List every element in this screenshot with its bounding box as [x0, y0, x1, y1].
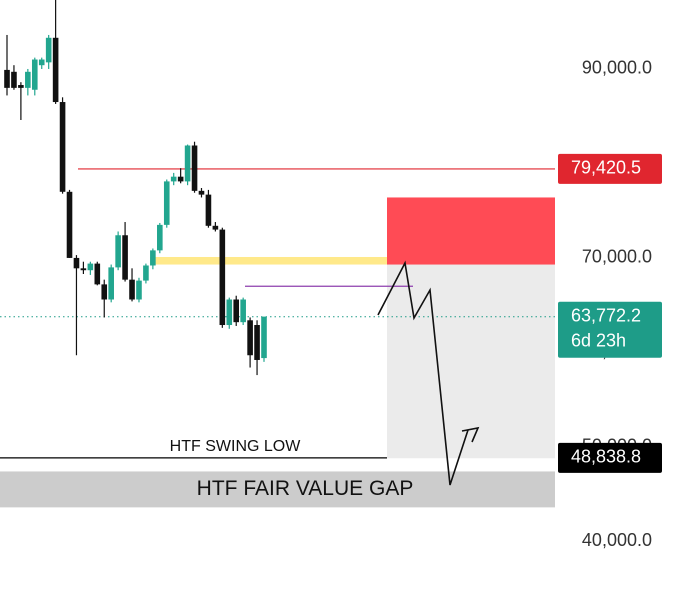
candle-body: [129, 279, 135, 300]
price-axis: 40,000.050,000.060,000.070,000.090,000.0…: [558, 58, 662, 550]
candle-body: [73, 257, 80, 269]
candle-body: [18, 85, 24, 88]
price-tag-text: 63,772.2: [571, 306, 641, 326]
candle-body: [240, 299, 246, 323]
fvg-label: HTF FAIR VALUE GAP: [197, 477, 414, 500]
swing-low-text: HTF SWING LOW: [170, 438, 302, 455]
y-tick-label: 90,000.0: [582, 58, 652, 78]
candle-body: [163, 181, 170, 225]
candle-body: [66, 191, 73, 258]
price-tag-text: 79,420.5: [571, 158, 641, 178]
candle-body: [108, 267, 114, 300]
candle-body: [101, 284, 108, 300]
candle-body: [45, 37, 52, 63]
candle-body: [157, 224, 163, 251]
candle-body: [233, 299, 240, 323]
stop-zone: [387, 197, 555, 265]
projection-arrow: [377, 260, 469, 486]
candle-body: [136, 280, 142, 300]
candles: [4, 0, 267, 376]
candle-body: [11, 71, 17, 88]
candle-body: [52, 37, 59, 103]
candle-body: [122, 235, 128, 280]
candle-body: [38, 59, 45, 66]
candle-body: [254, 325, 260, 360]
candle-body: [115, 235, 121, 268]
y-tick-label: 40,000.0: [582, 530, 652, 550]
candle-body: [247, 320, 253, 356]
candle-body: [212, 225, 219, 230]
candle-body: [261, 316, 267, 359]
arrow-head: [461, 426, 480, 443]
candle-body: [170, 176, 177, 182]
candle-body: [198, 190, 205, 195]
candle-body: [4, 69, 10, 88]
candle-body: [143, 265, 149, 281]
candle-body: [87, 263, 94, 271]
candle-body: [59, 102, 66, 192]
candle-body: [191, 145, 198, 191]
yellow-zone: [150, 256, 387, 265]
target-zone: [387, 264, 555, 459]
price-tag: [558, 301, 662, 358]
candle-body: [80, 268, 87, 271]
price-tag-text: 48,838.8: [571, 447, 641, 467]
candle-body: [150, 250, 156, 266]
candle-body: [25, 71, 31, 88]
fvg-zone: [0, 471, 555, 508]
price-tag: [558, 153, 662, 184]
price-tag-text: 6d 23h: [571, 331, 626, 351]
candle-body: [177, 176, 184, 182]
candle-body: [184, 145, 191, 182]
price-tag: [558, 442, 662, 473]
zones: HTF FAIR VALUE GAP HTF SWING LOW: [0, 168, 555, 508]
candle-body: [94, 263, 101, 285]
candle-body: [226, 299, 233, 326]
candle-body: [31, 59, 38, 90]
y-tick-label: 70,000.0: [582, 247, 652, 267]
candle-body: [219, 229, 226, 326]
candle-body: [205, 194, 212, 226]
